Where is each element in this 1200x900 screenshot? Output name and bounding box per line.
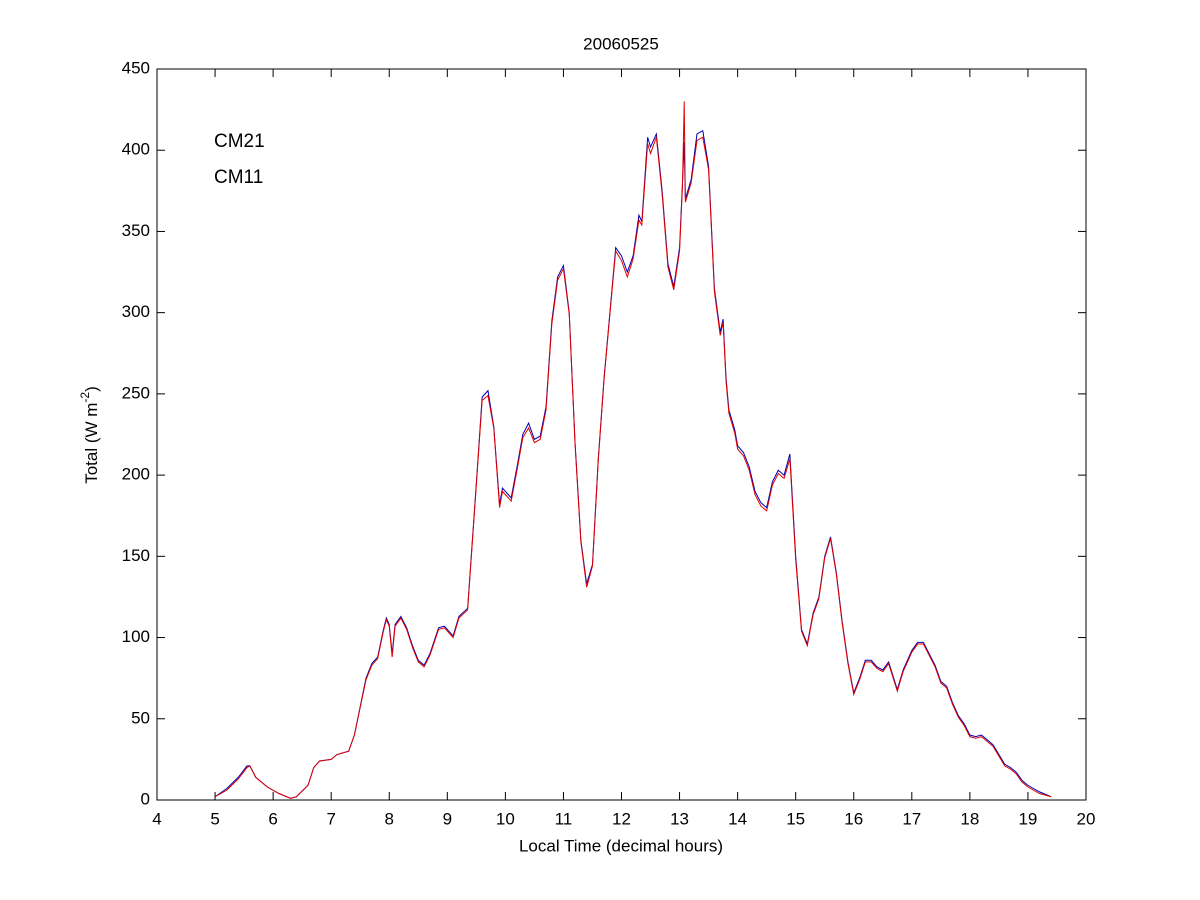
y-tick-label: 200 xyxy=(122,465,150,484)
chart-title: 20060525 xyxy=(583,34,659,53)
x-tick-label: 9 xyxy=(443,809,452,828)
y-tick-label: 300 xyxy=(122,302,150,321)
x-tick-label: 15 xyxy=(786,809,805,828)
x-tick-label: 6 xyxy=(268,809,277,828)
x-tick-label: 14 xyxy=(728,809,747,828)
y-tick-label: 50 xyxy=(131,708,150,727)
x-tick-label: 16 xyxy=(844,809,863,828)
y-axis-label-part: ) xyxy=(82,386,101,392)
x-tick-label: 12 xyxy=(612,809,631,828)
y-axis-label-part: Total (W m xyxy=(82,403,101,484)
x-tick-label: 20 xyxy=(1077,809,1096,828)
y-tick-label: 100 xyxy=(122,627,150,646)
x-tick-label: 5 xyxy=(210,809,219,828)
x-tick-label: 4 xyxy=(152,809,161,828)
y-axis-label-sup: -2 xyxy=(78,392,92,403)
y-tick-label: 450 xyxy=(122,58,150,77)
y-tick-label: 400 xyxy=(122,140,150,159)
x-axis-label: Local Time (decimal hours) xyxy=(519,836,723,855)
y-tick-label: 350 xyxy=(122,221,150,240)
legend-entry: CM11 xyxy=(214,167,263,188)
y-tick-label: 0 xyxy=(141,789,150,808)
x-tick-label: 13 xyxy=(670,809,689,828)
x-tick-label: 8 xyxy=(385,809,394,828)
plot-frame xyxy=(156,68,1087,801)
x-tick-label: 17 xyxy=(902,809,921,828)
y-tick-label: 250 xyxy=(122,383,150,402)
y-axis-label: Total (W m-2) xyxy=(78,386,101,484)
x-tick-label: 18 xyxy=(960,809,979,828)
legend-entry: CM21 xyxy=(214,131,265,152)
x-tick-label: 10 xyxy=(496,809,515,828)
x-tick-label: 7 xyxy=(326,809,335,828)
x-tick-label: 19 xyxy=(1018,809,1037,828)
y-tick-label: 150 xyxy=(122,546,150,565)
series-line xyxy=(214,101,1052,799)
x-tick-label: 11 xyxy=(555,809,573,828)
